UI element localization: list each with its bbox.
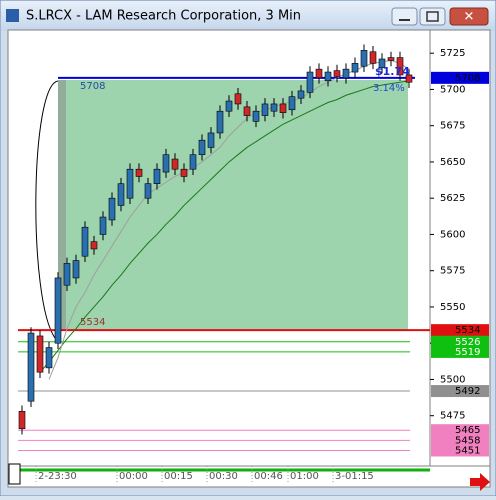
candle-body	[369, 51, 377, 64]
candle-body	[252, 110, 260, 122]
x-tick-label: 00:46	[254, 471, 283, 482]
x-tick-label: 00:00	[119, 471, 148, 482]
candle-body	[207, 132, 215, 148]
y-tick-label: 5550	[440, 302, 465, 313]
candle-body	[171, 158, 179, 170]
candle-body	[63, 263, 71, 286]
candle-body	[216, 110, 224, 134]
candle-body	[99, 216, 107, 235]
candle-body	[261, 103, 269, 116]
y-tick-label: 5725	[440, 48, 465, 59]
candle-body	[198, 139, 206, 155]
candle-body	[288, 96, 296, 111]
minimize-button[interactable]	[391, 7, 418, 26]
level-label: 5465	[455, 425, 480, 436]
level-label: 5519	[455, 347, 480, 358]
level-tag	[431, 324, 489, 337]
zone-label: 5534	[80, 317, 105, 328]
candle-body	[54, 277, 62, 344]
level-tag	[431, 434, 489, 447]
candle-body	[225, 100, 233, 112]
candle-body	[81, 226, 89, 257]
level-label: 5708	[455, 73, 480, 84]
x-tick-label: 00:30	[209, 471, 238, 482]
x-tick-label: 2-23:30	[38, 471, 77, 482]
maximize-button[interactable]	[419, 7, 446, 26]
candle-body	[36, 335, 44, 373]
level-tag	[431, 335, 489, 348]
candle-body	[342, 68, 350, 79]
level-label: 5458	[455, 435, 480, 446]
arc	[35, 80, 59, 339]
y-tick-label: 5600	[440, 229, 465, 240]
level-label: 5534	[455, 325, 480, 336]
candle-body	[333, 70, 341, 77]
candle-body	[90, 241, 98, 250]
candle-body	[117, 183, 125, 206]
candle-body	[234, 93, 242, 105]
candle-body	[27, 332, 35, 402]
candle-body	[144, 183, 152, 199]
candle-body	[18, 411, 26, 430]
candle-body	[378, 58, 386, 68]
annotation: $1.74	[375, 65, 410, 78]
candle-body	[279, 103, 287, 113]
level-label: 5451	[455, 446, 480, 457]
level-tag	[431, 444, 489, 457]
candle-body	[126, 168, 134, 199]
candle-body	[306, 71, 314, 93]
y-tick-label: 5500	[440, 374, 465, 385]
candle-body	[108, 197, 116, 221]
target-zone	[58, 80, 408, 331]
candle-body	[396, 57, 404, 76]
candle-body	[297, 90, 305, 99]
candle-body	[324, 71, 332, 82]
candle-body	[180, 168, 188, 177]
level-label: 5492	[455, 386, 480, 397]
x-tick-label: 3-01:15	[335, 471, 374, 482]
candle-body	[315, 68, 323, 79]
x-tick-label: 00:15	[164, 471, 193, 482]
level-tag	[431, 71, 489, 84]
y-tick-label: 5700	[440, 84, 465, 95]
y-tick-label: 5575	[440, 266, 465, 277]
window-title: S.LRCX - LAM Research Corporation, 3 Min	[26, 9, 301, 24]
y-tick-label: 5625	[440, 193, 465, 204]
close-button[interactable]	[449, 7, 489, 26]
x-tick-label: 01:00	[290, 471, 319, 482]
level-tag	[431, 385, 489, 398]
scroll-arrow[interactable]	[470, 473, 490, 491]
candle-body	[360, 49, 368, 67]
y-tick-label: 5475	[440, 411, 465, 422]
scroll-thumb[interactable]	[8, 463, 21, 485]
candle-body	[189, 154, 197, 170]
level-label: 5526	[455, 337, 480, 348]
candle-body	[153, 168, 161, 184]
candle-body	[45, 347, 53, 369]
candle-body	[135, 168, 143, 177]
zone-label: 5708	[80, 81, 105, 92]
candle-body	[162, 154, 170, 173]
moving-average	[39, 80, 410, 373]
annotation: 3.14%	[373, 83, 405, 94]
level-tag	[431, 424, 489, 437]
svg-text:✕: ✕	[464, 10, 475, 25]
candle-body	[405, 74, 413, 83]
y-tick-label: 5650	[440, 157, 465, 168]
candle-body	[270, 103, 278, 112]
candle-body	[243, 106, 251, 116]
level-tag	[431, 345, 489, 358]
candle-body	[72, 260, 80, 279]
app-icon	[6, 9, 19, 22]
y-tick-label: 5675	[440, 121, 465, 132]
candle-body	[351, 63, 359, 73]
candle-body	[387, 57, 395, 61]
